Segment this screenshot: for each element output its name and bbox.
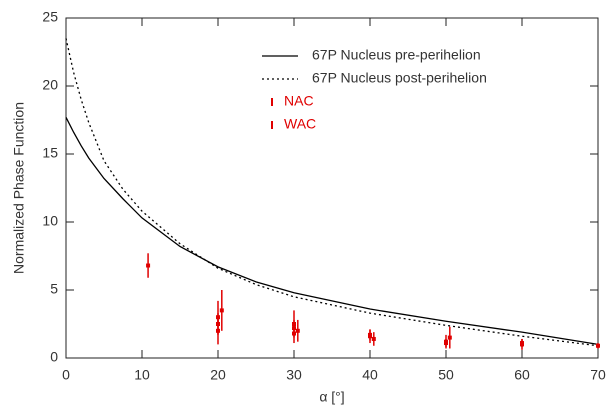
data-point: [292, 326, 296, 331]
data-point: [596, 343, 600, 348]
line-series: [65, 116, 599, 346]
x-tick-label: 10: [134, 367, 150, 383]
legend-label: NAC: [284, 93, 314, 109]
y-tick-label: 0: [50, 349, 58, 365]
x-tick-label: 50: [438, 367, 454, 383]
x-tick-label: 60: [514, 367, 530, 383]
data-point: [444, 341, 448, 346]
y-tick-label: 25: [42, 9, 58, 25]
data-point: [219, 308, 224, 313]
line-series: [65, 38, 599, 347]
data-point: [368, 332, 372, 337]
y-tick-label: 5: [50, 281, 58, 297]
x-axis-label: α [°]: [319, 389, 344, 405]
data-point: [447, 335, 452, 340]
legend-label: 67P Nucleus pre-perihelion: [312, 47, 481, 63]
x-tick-label: 30: [286, 367, 302, 383]
plot-frame: [65, 17, 599, 359]
legend-label: WAC: [284, 116, 316, 132]
x-tick-label: 70: [590, 367, 606, 383]
y-tick-label: 15: [42, 145, 58, 161]
x-tick-label: 40: [362, 367, 378, 383]
y-axis-label: Normalized Phase Function: [11, 102, 27, 274]
data-point: [520, 341, 524, 346]
data-point: [216, 322, 220, 326]
legend-label: 67P Nucleus post-perihelion: [312, 70, 487, 86]
data-point: [295, 328, 300, 333]
x-tick-label: 20: [210, 367, 226, 383]
y-tick-label: 10: [42, 213, 58, 229]
y-tick-label: 20: [42, 77, 58, 93]
data-point: [371, 336, 376, 341]
x-tick-label: 0: [62, 367, 70, 383]
data-point: [146, 263, 151, 268]
